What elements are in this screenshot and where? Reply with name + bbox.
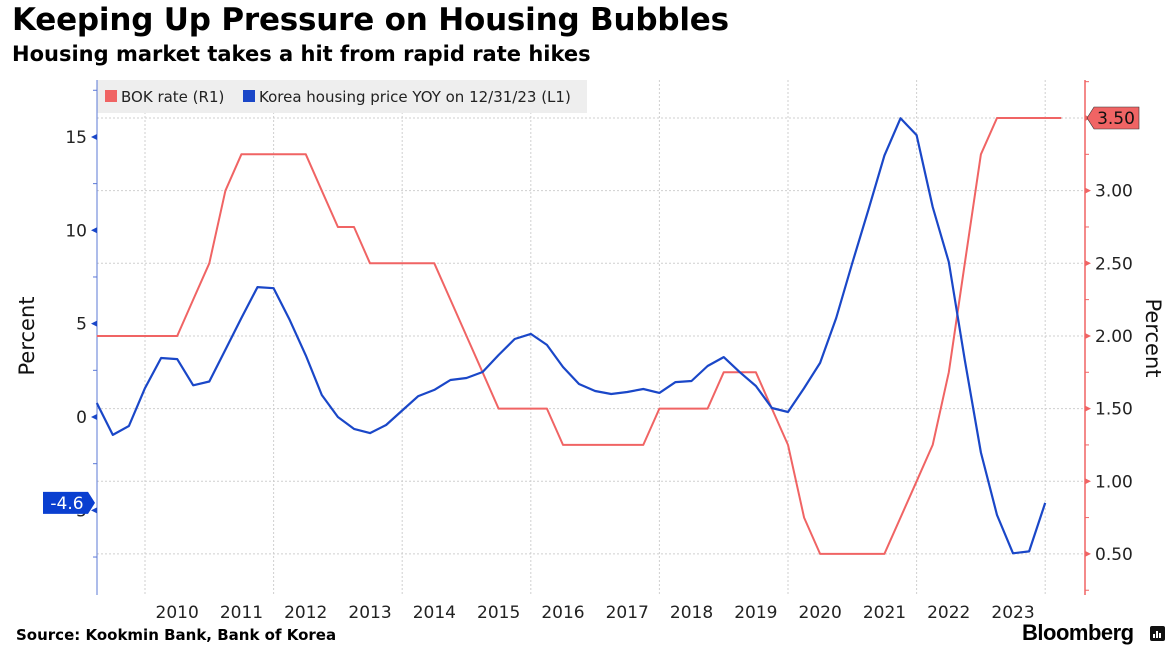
y-right-tick-label: 0.50 xyxy=(1095,545,1133,565)
y-right-tick-label: 1.00 xyxy=(1095,472,1133,492)
y-right-tick-mark xyxy=(1085,405,1091,412)
y-right-tick-mark xyxy=(1085,260,1091,267)
x-tick-label: 2018 xyxy=(670,603,713,623)
y-right-tick-label: 1.50 xyxy=(1095,400,1133,420)
y-left-tick-mark xyxy=(91,133,97,140)
x-tick-label: 2011 xyxy=(220,603,263,623)
x-tick-label: 2021 xyxy=(863,603,906,623)
legend-swatch-housing-price xyxy=(243,90,255,102)
y-axis-right-title: Percent xyxy=(1141,298,1165,377)
x-tick-label: 2013 xyxy=(348,603,391,623)
tick-labels: -50510150.501.001.502.002.503.0020102011… xyxy=(65,128,1133,623)
legend-label-housing-price: Korea housing price YOY on 12/31/23 (L1) xyxy=(259,88,571,106)
series-line-housing-price xyxy=(95,117,1047,555)
y-left-tick-mark xyxy=(91,507,97,514)
legend-label-bok-rate: BOK rate (R1) xyxy=(121,88,224,106)
x-tick-label: 2017 xyxy=(606,603,649,623)
x-tick-label: 2014 xyxy=(413,603,456,623)
y-left-tick-label: 0 xyxy=(76,408,87,428)
legend-box xyxy=(97,80,587,113)
last-value-label-housing-price: -4.6 xyxy=(50,494,83,514)
y-left-tick-mark xyxy=(91,414,97,420)
last-value-badges: 3.50 -4.6 xyxy=(43,106,1140,514)
source-note: Source: Kookmin Bank, Bank of Korea xyxy=(16,626,337,644)
y-right-tick-label: 2.50 xyxy=(1095,254,1133,274)
x-tick-label: 2015 xyxy=(477,603,520,623)
series-lines xyxy=(95,117,1062,555)
series-line-bok-rate xyxy=(96,117,1062,555)
y-left-tick-mark xyxy=(91,227,97,234)
chart-title: Keeping Up Pressure on Housing Bubbles xyxy=(12,2,729,38)
x-tick-label: 2023 xyxy=(991,603,1034,623)
y-right-tick-mark xyxy=(1085,332,1091,339)
chart-subtitle: Housing market takes a hit from rapid ra… xyxy=(12,42,591,66)
bloomberg-logo: Bloomberg xyxy=(1022,620,1134,645)
last-value-badge-housing-price xyxy=(43,491,95,514)
x-tick-label: 2012 xyxy=(284,603,327,623)
x-tick-label: 2016 xyxy=(541,603,584,623)
gridlines xyxy=(97,80,1085,595)
y-right-tick-label: 2.00 xyxy=(1095,327,1133,347)
x-tick-label: 2019 xyxy=(734,603,777,623)
y-left-tick-mark xyxy=(91,320,97,327)
y-left-tick-label: 15 xyxy=(65,128,87,148)
bloomberg-chart-icon xyxy=(1150,626,1165,641)
y-axis-left-title: Percent xyxy=(15,296,39,375)
y-right-tick-mark xyxy=(1085,550,1091,557)
y-right-tick-label: 3.00 xyxy=(1095,182,1133,202)
y-left-tick-label: 10 xyxy=(65,221,87,241)
x-tick-label: 2010 xyxy=(156,603,199,623)
x-tick-label: 2020 xyxy=(799,603,842,623)
y-left-tick-label: 5 xyxy=(76,315,87,335)
legend-swatch-bok-rate xyxy=(105,90,117,102)
y-right-tick-mark xyxy=(1085,478,1091,485)
last-value-badge-bok-rate xyxy=(1086,106,1140,130)
last-value-label-bok-rate: 3.50 xyxy=(1097,109,1135,129)
x-tick-label: 2022 xyxy=(927,603,970,623)
y-right-tick-mark xyxy=(1085,187,1091,194)
